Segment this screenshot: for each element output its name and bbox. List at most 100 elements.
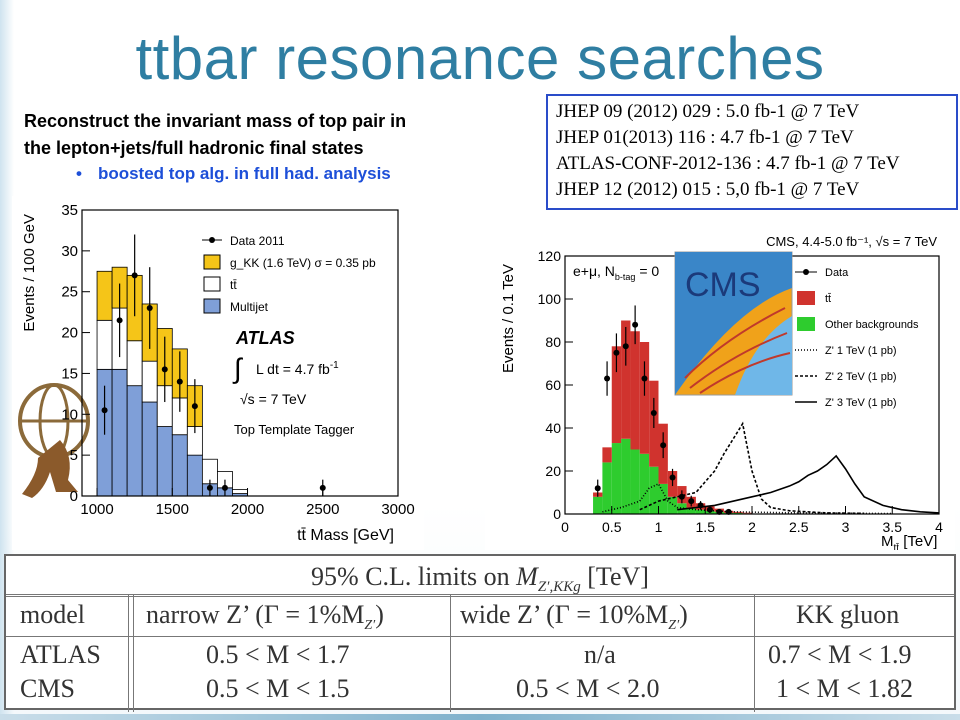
- cms-ttbar-bar: [639, 342, 650, 454]
- atlas-x-axis-label: tt̄ Mass [GeV]: [297, 527, 394, 544]
- cms-xtick-label: 2.5: [789, 519, 809, 535]
- cms-ytick-label: 120: [538, 248, 562, 264]
- cms-ytick-label: 20: [545, 463, 561, 479]
- atlas-lumi-label: L dt = 4.7 fb-1: [256, 360, 339, 377]
- cms-data-point: [650, 409, 657, 416]
- cms-other-bar: [667, 496, 678, 514]
- atlas-data-point: [146, 305, 153, 312]
- header-kk: KK gluon: [796, 600, 900, 629]
- atlas-ttbar-bar: [96, 319, 113, 370]
- cms-legend-swatch: [797, 317, 815, 331]
- atlas-chart-svg: 1000 1500 2000 2500 3000 0 5 10 15 20 25 30 35 tt̄ Ma…: [18, 202, 415, 544]
- cms-legend-label: Z' 1 TeV (1 pb): [825, 345, 897, 357]
- table-rule-top: [6, 594, 954, 595]
- atlas-xtick-label: 1500: [156, 501, 189, 518]
- cell-atlas-narrow: 0.5 < M < 1.7: [206, 640, 350, 669]
- cms-zprime-3tev-line: [677, 454, 940, 514]
- atlas-xtick-label: 3000: [381, 501, 414, 518]
- cms-data-point: [641, 375, 648, 382]
- cms-data-point: [632, 321, 639, 328]
- cell-atlas-model: ATLAS: [20, 640, 101, 669]
- cms-other-bar: [630, 449, 640, 514]
- cell-atlas-wide: n/a: [584, 640, 616, 669]
- limits-caption-sub: Z′,KKg: [537, 579, 581, 596]
- cell-atlas-kk: 0.7 < M < 1.9: [768, 640, 912, 669]
- atlas-multijet-bar: [186, 454, 203, 497]
- atlas-data-point: [161, 366, 168, 373]
- cms-other-bar: [649, 466, 659, 514]
- atlas-ytick-label: 15: [61, 365, 78, 382]
- header-wide-close: ): [679, 600, 688, 629]
- cms-data-point: [604, 375, 611, 382]
- cell-cms-kk: 1 < M < 1.82: [776, 674, 913, 703]
- table-rule-header: [6, 636, 954, 637]
- atlas-lumi-exp: -1: [330, 360, 339, 371]
- atlas-integral-sign: ∫: [232, 353, 244, 384]
- atlas-legend-swatch: [203, 276, 221, 292]
- atlas-data-point: [176, 378, 183, 385]
- cms-legend-marker-dot: [803, 269, 809, 275]
- atlas-legend-label: Multijet: [230, 300, 269, 314]
- cms-ttbar-bar: [630, 331, 640, 450]
- description: Reconstruct the invariant mass of top pa…: [24, 108, 544, 162]
- cms-xtick-label: 3: [842, 519, 850, 535]
- cms-data-point: [613, 349, 620, 356]
- header-model: model: [20, 600, 85, 629]
- atlas-plot: 1000 1500 2000 2500 3000 0 5 10 15 20 25 30 35 tt̄ Ma…: [12, 196, 424, 550]
- bullet-dot: •: [76, 164, 82, 183]
- atlas-xtick-label: 1000: [80, 501, 113, 518]
- header-narrow-close: ): [375, 600, 384, 629]
- cms-ttbar-bar: [602, 447, 612, 463]
- cms-other-bar: [658, 483, 668, 514]
- atlas-legend-swatch: [203, 298, 221, 314]
- footer-bar: [0, 714, 960, 720]
- cms-data-point: [697, 502, 704, 509]
- cms-xtick-label: 0.5: [602, 519, 622, 535]
- cms-data-point: [688, 498, 695, 505]
- cms-x-axis-label-unit: [TeV]: [899, 533, 937, 550]
- atlas-ytick-label: 30: [61, 243, 78, 260]
- table-col-rule-2: [450, 594, 451, 712]
- header-wide-text: wide Z’ (Γ = 10%M: [460, 600, 669, 629]
- cms-x-axis-label-sub: tt̄: [894, 542, 900, 550]
- atlas-legend-label: g_KK (1.6 TeV) σ = 0.35 pb: [230, 256, 376, 270]
- cms-data-point: [669, 474, 676, 481]
- cms-xtick-label: 3.5: [883, 519, 903, 535]
- cms-header: CMS, 4.4-5.0 fb⁻¹, √s = 7 TeV: [766, 234, 937, 249]
- atlas-ytick-label: 5: [70, 447, 78, 464]
- cms-ytick-label: 0: [553, 506, 561, 522]
- atlas-logo-icon: [18, 383, 90, 498]
- references-box: JHEP 09 (2012) 029 : 5.0 fb-1 @ 7 TeV JH…: [546, 94, 958, 210]
- cms-xtick-label: 4: [935, 519, 943, 535]
- atlas-ttbar-bar: [126, 340, 143, 387]
- cms-data-point: [716, 508, 723, 515]
- cms-zprime-1tev-line: [602, 482, 893, 515]
- cms-legend-label: Other backgrounds: [825, 319, 919, 331]
- table-rule-top-2: [6, 596, 954, 597]
- left-edge-glow: [0, 0, 14, 720]
- atlas-legend-marker-dot: [209, 237, 215, 243]
- cms-x-axis-label-var: M: [881, 533, 894, 550]
- atlas-multijet-bar: [126, 385, 143, 497]
- cms-xtick-label: 1.5: [696, 519, 716, 535]
- cms-data-point: [594, 485, 601, 492]
- cms-legend-label: Data: [825, 267, 849, 279]
- cms-logo-text: CMS: [685, 266, 761, 304]
- description-line-2: the lepton+jets/full hadronic final stat…: [24, 138, 364, 158]
- atlas-multijet-bar: [171, 434, 188, 497]
- page-title: ttbar resonance searches: [135, 25, 825, 92]
- atlas-ytick-label: 0: [70, 488, 78, 505]
- atlas-legend-label: Data 2011: [230, 234, 285, 248]
- cms-ttbar-bar: [733, 511, 743, 513]
- atlas-data-point: [221, 484, 228, 491]
- header-wide-sub: Z′: [668, 618, 680, 634]
- atlas-ytick-label: 35: [61, 202, 78, 219]
- cell-cms-model: CMS: [20, 674, 75, 703]
- cms-legend-label: tt̄: [825, 293, 831, 305]
- cms-other-bar: [621, 438, 631, 514]
- cms-legend-label: Z' 2 TeV (1 pb): [825, 371, 897, 383]
- atlas-legend-swatch: [203, 254, 221, 270]
- cms-plot: 0 0.5 1 1.5 2 2.5 3 3.5 4 0 20 40 60 80 100 120 CMS, 4.4…: [485, 228, 955, 554]
- atlas-data-point: [206, 484, 213, 491]
